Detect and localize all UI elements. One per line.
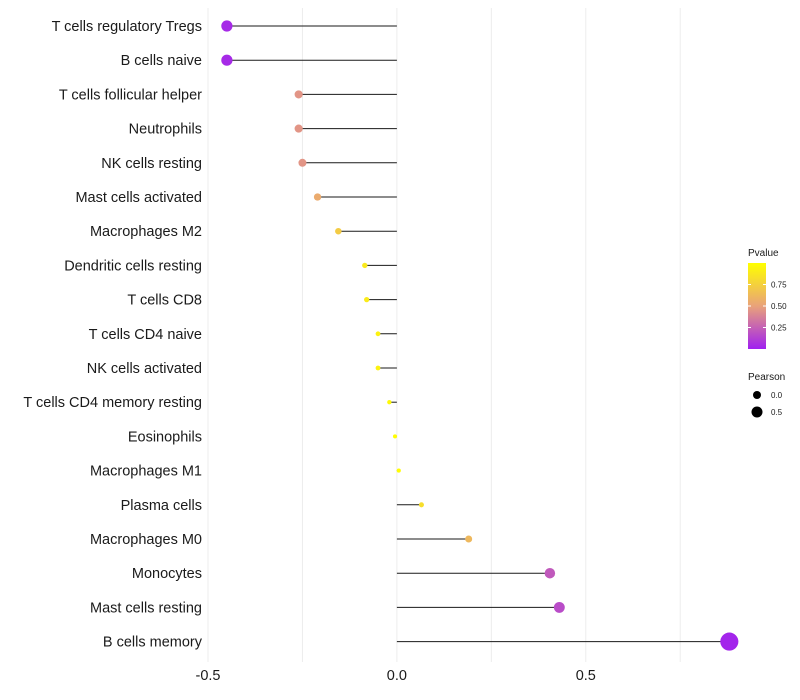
pearson-legend-label-1: 0.5 (771, 408, 783, 417)
pearson-legend-label-0: 0.0 (771, 391, 783, 400)
x-axis-ticks: -0.5 0.0 0.5 (196, 668, 596, 684)
category-label-17: Mast cells resting (90, 600, 202, 616)
category-label-16: Monocytes (132, 566, 202, 582)
dot-15 (465, 535, 473, 543)
dot-1 (221, 54, 233, 66)
pearson-legend-title: Pearson (748, 372, 785, 383)
pvalue-legend-title: Pvalue (748, 248, 779, 259)
x-tick-label-2: 0.5 (576, 668, 596, 684)
dot-10 (375, 365, 381, 371)
category-label-7: Dendritic cells resting (64, 258, 202, 274)
dot-12 (392, 434, 398, 439)
pearson-legend-dot-1 (751, 406, 763, 418)
dot-11 (387, 400, 392, 405)
category-label-9: T cells CD4 naive (89, 327, 202, 343)
dot-2 (294, 90, 303, 99)
dot-7 (362, 262, 368, 269)
category-label-13: Macrophages M1 (90, 464, 202, 480)
x-tick-label-0: -0.5 (196, 668, 221, 684)
category-label-3: Neutrophils (129, 122, 202, 138)
pvalue-legend: Pvalue 0.25 0.50 0.75 (748, 248, 787, 349)
dot-9 (375, 331, 381, 337)
category-label-11: T cells CD4 memory resting (23, 395, 202, 411)
category-label-18: B cells memory (103, 635, 203, 651)
category-label-8: T cells CD8 (127, 293, 202, 309)
grid-lines (207, 8, 681, 662)
dot-4 (298, 158, 307, 167)
category-label-15: Macrophages M0 (90, 532, 202, 548)
pvalue-colorbar (748, 263, 766, 349)
lollipop-dots (221, 20, 739, 651)
pearson-legend: Pearson 0.0 0.5 (748, 372, 785, 418)
category-label-4: NK cells resting (101, 156, 202, 172)
dot-17 (553, 601, 565, 613)
pvalue-legend-label-0: 0.25 (771, 324, 787, 333)
pvalue-legend-label-1: 0.50 (771, 302, 787, 311)
category-label-1: B cells naive (121, 53, 202, 69)
category-labels: T cells regulatory Tregs B cells naive T c… (23, 19, 202, 651)
dot-0 (221, 20, 233, 32)
category-label-0: T cells regulatory Tregs (52, 19, 202, 35)
pearson-legend-dot-0 (753, 391, 761, 399)
category-label-2: T cells follicular helper (59, 87, 202, 103)
category-label-12: Eosinophils (128, 429, 202, 445)
dot-3 (294, 124, 303, 133)
dot-14 (418, 502, 424, 508)
category-label-5: Mast cells activated (75, 190, 202, 206)
pvalue-legend-label-2: 0.75 (771, 281, 787, 290)
dot-6 (335, 227, 342, 235)
lollipop-stems (226, 25, 730, 643)
dot-5 (313, 193, 322, 201)
dot-13 (396, 468, 401, 473)
dot-8 (364, 296, 370, 303)
dot-18 (720, 632, 739, 651)
x-tick-label-1: 0.0 (387, 668, 407, 684)
category-label-14: Plasma cells (121, 498, 202, 514)
dot-16 (544, 567, 556, 579)
category-label-6: Macrophages M2 (90, 224, 202, 240)
category-label-10: NK cells activated (87, 361, 202, 377)
